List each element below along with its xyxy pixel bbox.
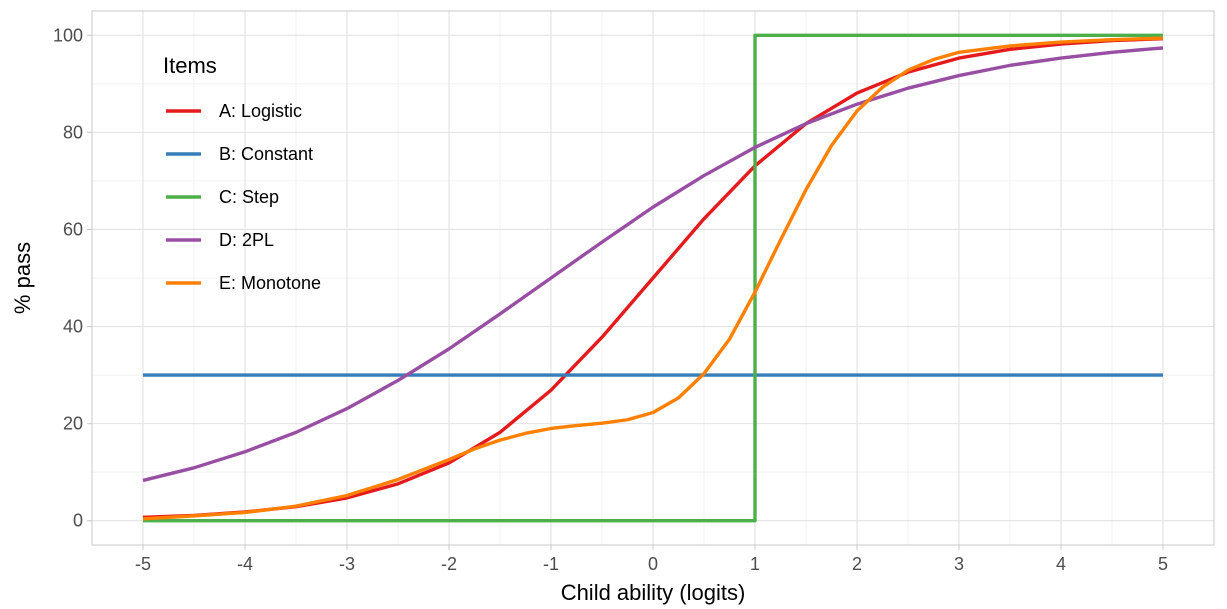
series-line-d [142, 46, 1164, 483]
y-tick-label: 60 [63, 219, 83, 239]
series-line-e [142, 36, 1164, 521]
y-tick-label: 100 [53, 25, 83, 45]
x-axis-ticks: -5 -4 -3 -2 -1 0 1 2 3 4 5 [135, 545, 1168, 574]
x-tick-label: -3 [339, 554, 355, 574]
x-tick-label: 2 [852, 554, 862, 574]
x-tick-label: 1 [750, 554, 760, 574]
x-tick-label: -4 [237, 554, 253, 574]
legend-label-b: B: Constant [219, 144, 313, 164]
legend-label-c: C: Step [219, 187, 279, 207]
y-tick-label: 0 [73, 511, 83, 531]
series-layer [142, 33, 1164, 523]
x-tick-label: 0 [648, 554, 658, 574]
x-tick-label: -5 [135, 554, 151, 574]
x-tick-label: -2 [441, 554, 457, 574]
y-tick-label: 20 [63, 414, 83, 434]
legend-label-a: A: Logistic [219, 101, 302, 121]
legend-label-d: D: 2PL [219, 230, 274, 250]
legend-title: Items [163, 53, 217, 78]
x-tick-label: 3 [954, 554, 964, 574]
legend-label-e: E: Monotone [219, 273, 321, 293]
y-tick-label: 40 [63, 317, 83, 337]
series-line-c [143, 33, 1163, 523]
x-tick-label: 5 [1158, 554, 1168, 574]
y-axis-title: % pass [10, 242, 35, 314]
y-axis-ticks: 0 20 40 60 80 100 [53, 25, 92, 531]
x-axis-title: Child ability (logits) [561, 580, 746, 605]
x-tick-label: -1 [543, 554, 559, 574]
x-tick-label: 4 [1056, 554, 1066, 574]
legend: Items A: Logistic B: Constant C: Step D: 2P… [163, 53, 321, 293]
y-tick-label: 80 [63, 122, 83, 142]
